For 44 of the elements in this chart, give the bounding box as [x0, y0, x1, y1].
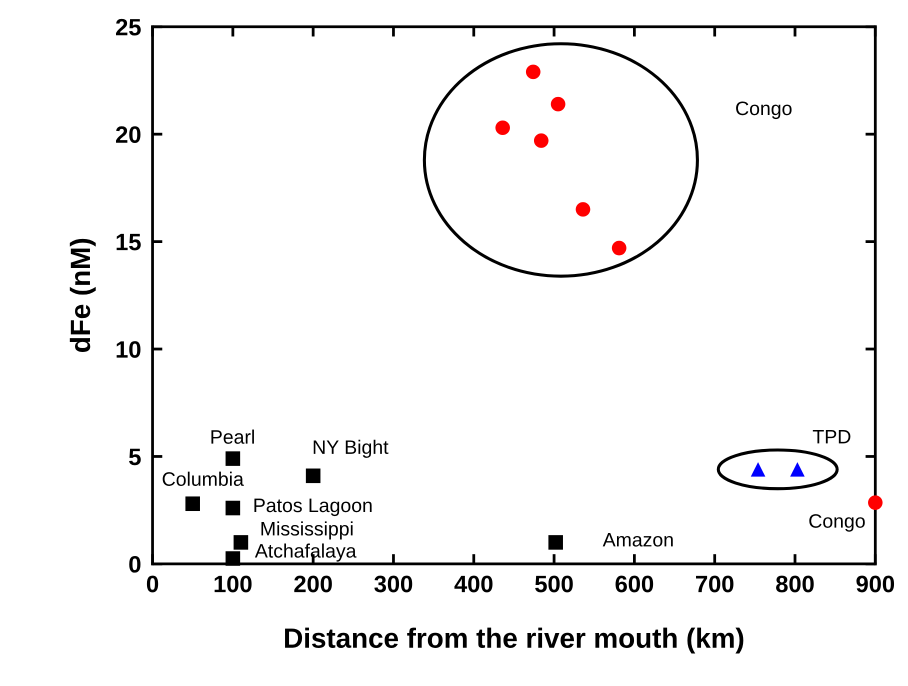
point — [306, 468, 320, 484]
y-tick-label: 20 — [116, 126, 140, 143]
point — [185, 496, 200, 512]
point — [548, 535, 563, 550]
annotation: Mississippi — [261, 521, 353, 540]
y-tick-label: 5 — [129, 448, 141, 466]
point — [612, 240, 626, 256]
annotation: Amazon — [602, 533, 673, 547]
point — [790, 462, 805, 477]
x-tick-label: 400 — [454, 576, 493, 592]
point — [534, 133, 549, 148]
annotation: Pearl — [211, 430, 254, 444]
point — [226, 500, 240, 516]
annotation: Congo — [736, 101, 792, 120]
x-axis-title: Distance from the river mouth (km) — [285, 628, 744, 654]
point — [226, 451, 240, 466]
annotation: Patos Lagoon — [254, 498, 372, 516]
annotation: NY Bight — [314, 440, 388, 458]
y-axis-title: dFe (nM) — [70, 238, 96, 352]
point — [526, 64, 540, 80]
point — [226, 551, 240, 566]
point — [234, 535, 248, 550]
x-tick-label: 0 — [146, 576, 158, 592]
point — [495, 120, 510, 136]
point — [868, 495, 883, 510]
y-tick-label: 0 — [129, 556, 140, 573]
annotation: Atchafalaya — [254, 543, 356, 562]
x-tick-label: 800 — [776, 576, 814, 592]
x-tick-label: 100 — [214, 576, 252, 592]
point — [576, 202, 590, 217]
point — [750, 462, 766, 477]
x-tick-label: 700 — [696, 576, 734, 592]
x-tick-label: 900 — [856, 576, 894, 592]
y-tick-label: 10 — [116, 341, 140, 358]
annotation: TPD — [812, 430, 850, 444]
x-tick-label: 500 — [535, 576, 573, 592]
x-tick-label: 300 — [374, 576, 412, 592]
y-tick-label: 15 — [116, 234, 141, 250]
point — [550, 96, 566, 112]
x-tick-label: 600 — [616, 576, 654, 592]
y-tick-label: 25 — [116, 18, 141, 36]
annotation: Columbia — [162, 472, 244, 486]
annotation: Congo — [809, 514, 865, 532]
x-tick-label: 200 — [294, 576, 332, 592]
